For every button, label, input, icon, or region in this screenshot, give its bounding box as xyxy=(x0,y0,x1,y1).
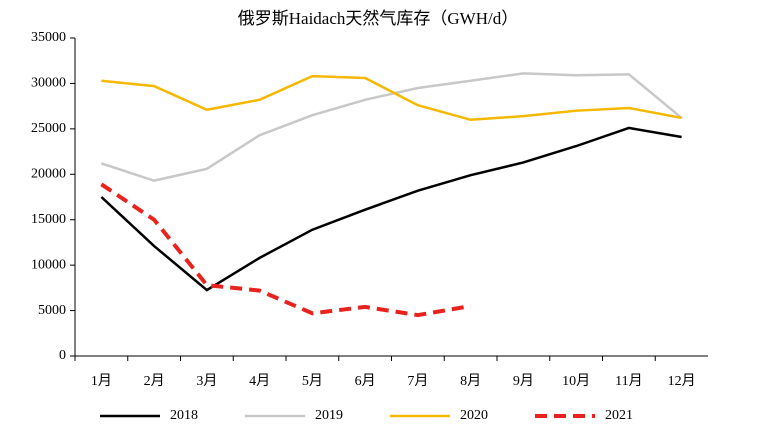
series-line xyxy=(100,182,471,318)
y-tick-label: 20000 xyxy=(31,167,66,182)
series-line xyxy=(101,74,682,122)
legend-label: 2021 xyxy=(605,408,633,423)
y-tick-label: 10000 xyxy=(31,257,66,272)
x-tick-label: 3月 xyxy=(196,373,217,389)
x-tick-label: 7月 xyxy=(407,373,428,389)
x-tick-label: 10月 xyxy=(562,373,590,389)
legend-label: 2018 xyxy=(170,408,198,423)
y-tick-label: 25000 xyxy=(31,121,66,136)
legend-label: 2020 xyxy=(460,408,488,423)
x-tick-label: 5月 xyxy=(302,373,323,389)
x-tick-label: 1月 xyxy=(91,373,112,389)
y-tick-label: 0 xyxy=(59,348,66,363)
x-tick-label: 11月 xyxy=(615,373,642,389)
series-line xyxy=(100,126,682,292)
chart-title: 俄罗斯Haidach天然气库存（GWH/d） xyxy=(238,9,518,28)
y-tick-label: 35000 xyxy=(31,30,66,45)
y-tick-label: 30000 xyxy=(31,76,66,91)
x-tick-label: 2月 xyxy=(144,373,165,389)
x-tick-label: 6月 xyxy=(355,373,376,389)
legend-label: 2019 xyxy=(315,408,343,423)
x-tick-label: 9月 xyxy=(513,373,534,389)
y-tick-label: 15000 xyxy=(31,212,66,227)
x-tick-label: 12月 xyxy=(668,373,696,389)
x-tick-label: 8月 xyxy=(460,373,481,389)
series-line xyxy=(100,72,683,182)
y-tick-label: 5000 xyxy=(38,303,66,318)
x-tick-label: 4月 xyxy=(249,373,270,389)
